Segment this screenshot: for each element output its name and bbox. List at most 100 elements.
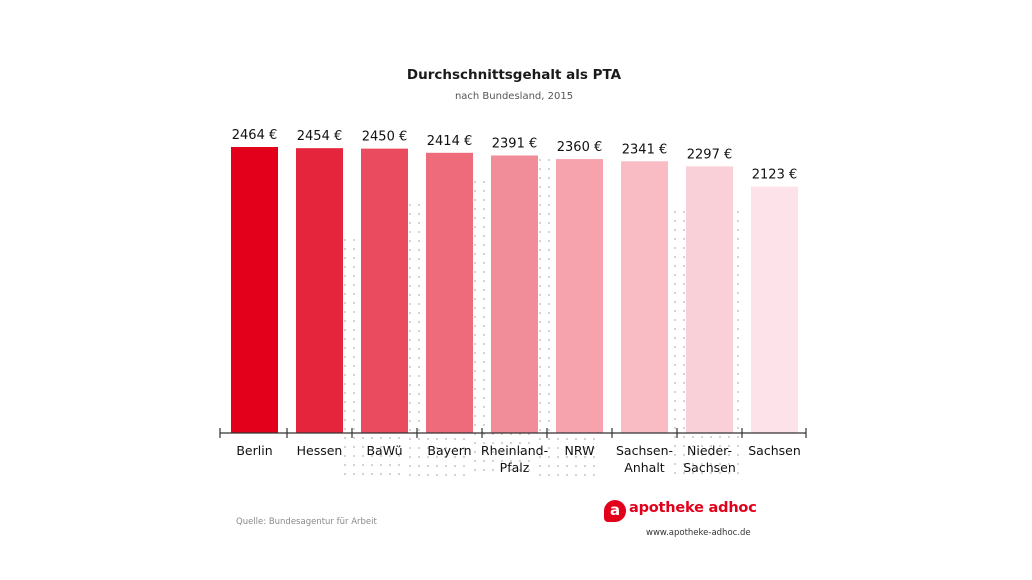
pattern-dot — [501, 442, 503, 444]
pattern-dot — [737, 445, 739, 447]
pattern-dot — [737, 409, 739, 411]
pattern-dot — [344, 446, 346, 448]
pattern-dot — [409, 222, 411, 224]
pattern-dot — [418, 420, 420, 422]
pattern-dot — [344, 284, 346, 286]
pattern-dot — [593, 456, 595, 458]
category-label: Berlin — [236, 443, 272, 458]
pattern-dot — [683, 346, 685, 348]
pattern-dot — [674, 238, 676, 240]
pattern-dot — [362, 473, 364, 475]
pattern-dot — [575, 447, 577, 449]
pattern-dot — [344, 437, 346, 439]
pattern-dot — [474, 235, 476, 237]
pattern-dot — [737, 238, 739, 240]
pattern-dot — [483, 262, 485, 264]
pattern-dot — [710, 472, 712, 474]
pattern-dot — [548, 168, 550, 170]
pattern-dot — [683, 445, 685, 447]
pattern-dot — [539, 267, 541, 269]
pattern-dot — [683, 337, 685, 339]
pattern-dot — [683, 400, 685, 402]
pattern-dot — [389, 464, 391, 466]
pattern-dot — [575, 474, 577, 476]
pattern-dot — [474, 397, 476, 399]
pattern-dot — [418, 204, 420, 206]
pattern-dot — [683, 328, 685, 330]
pattern-dot — [474, 334, 476, 336]
pattern-dot — [474, 217, 476, 219]
pattern-dot — [474, 388, 476, 390]
pattern-dot — [409, 357, 411, 359]
pattern-dot — [418, 438, 420, 440]
pattern-dot — [483, 307, 485, 309]
pattern-dot — [728, 436, 730, 438]
pattern-dot — [674, 337, 676, 339]
pattern-dot — [483, 352, 485, 354]
pattern-dot — [593, 438, 595, 440]
pattern-dot — [353, 374, 355, 376]
pattern-dot — [539, 276, 541, 278]
pattern-dot — [539, 258, 541, 260]
pattern-dot — [474, 181, 476, 183]
pattern-dot — [683, 283, 685, 285]
pattern-dot — [539, 447, 541, 449]
pattern-dot — [674, 220, 676, 222]
pattern-dot — [418, 330, 420, 332]
pattern-dot — [539, 249, 541, 251]
pattern-dot — [539, 438, 541, 440]
pattern-dot — [728, 454, 730, 456]
pattern-dot — [353, 392, 355, 394]
pattern-dot — [371, 464, 373, 466]
pattern-dot — [548, 429, 550, 431]
pattern-dot — [474, 307, 476, 309]
pattern-dot — [344, 257, 346, 259]
pattern-dot — [344, 473, 346, 475]
brand-logo[interactable]: a apotheke adhoc www.apotheke-adhoc.de — [604, 498, 764, 544]
pattern-dot — [737, 346, 739, 348]
brand-url[interactable]: www.apotheke-adhoc.de — [646, 528, 751, 538]
pattern-dot — [557, 438, 559, 440]
pattern-dot — [548, 393, 550, 395]
pattern-dot — [344, 365, 346, 367]
pattern-dot — [418, 447, 420, 449]
pattern-dot — [683, 310, 685, 312]
pattern-dot — [548, 276, 550, 278]
pattern-dot — [344, 266, 346, 268]
pattern-dot — [674, 454, 676, 456]
pattern-dot — [474, 325, 476, 327]
pattern-dot — [539, 474, 541, 476]
apotheke-logo-icon: a — [604, 500, 626, 522]
pattern-dot — [692, 472, 694, 474]
pattern-dot — [436, 456, 438, 458]
pattern-dot — [474, 316, 476, 318]
pattern-dot — [353, 347, 355, 349]
pattern-dot — [548, 465, 550, 467]
pattern-dot — [353, 401, 355, 403]
x-axis-ticks — [219, 428, 807, 438]
pattern-dot — [674, 328, 676, 330]
pattern-dot — [454, 474, 456, 476]
pattern-dot — [454, 438, 456, 440]
pattern-dot — [548, 249, 550, 251]
pattern-dot — [353, 365, 355, 367]
pattern-dot — [539, 186, 541, 188]
pattern-dot — [418, 258, 420, 260]
pattern-dot — [539, 159, 541, 161]
pattern-dot — [683, 418, 685, 420]
pattern-dot — [483, 244, 485, 246]
pattern-dot — [353, 329, 355, 331]
pattern-dot — [557, 474, 559, 476]
pattern-dot — [409, 447, 411, 449]
pattern-dot — [445, 447, 447, 449]
pattern-dot — [353, 356, 355, 358]
pattern-dot — [344, 338, 346, 340]
pattern-dot — [353, 410, 355, 412]
pattern-dot — [566, 474, 568, 476]
pattern-dot — [584, 447, 586, 449]
pattern-dot — [728, 472, 730, 474]
pattern-dot — [539, 321, 541, 323]
pattern-dot — [683, 220, 685, 222]
pattern-dot — [737, 472, 739, 474]
pattern-dot — [344, 248, 346, 250]
